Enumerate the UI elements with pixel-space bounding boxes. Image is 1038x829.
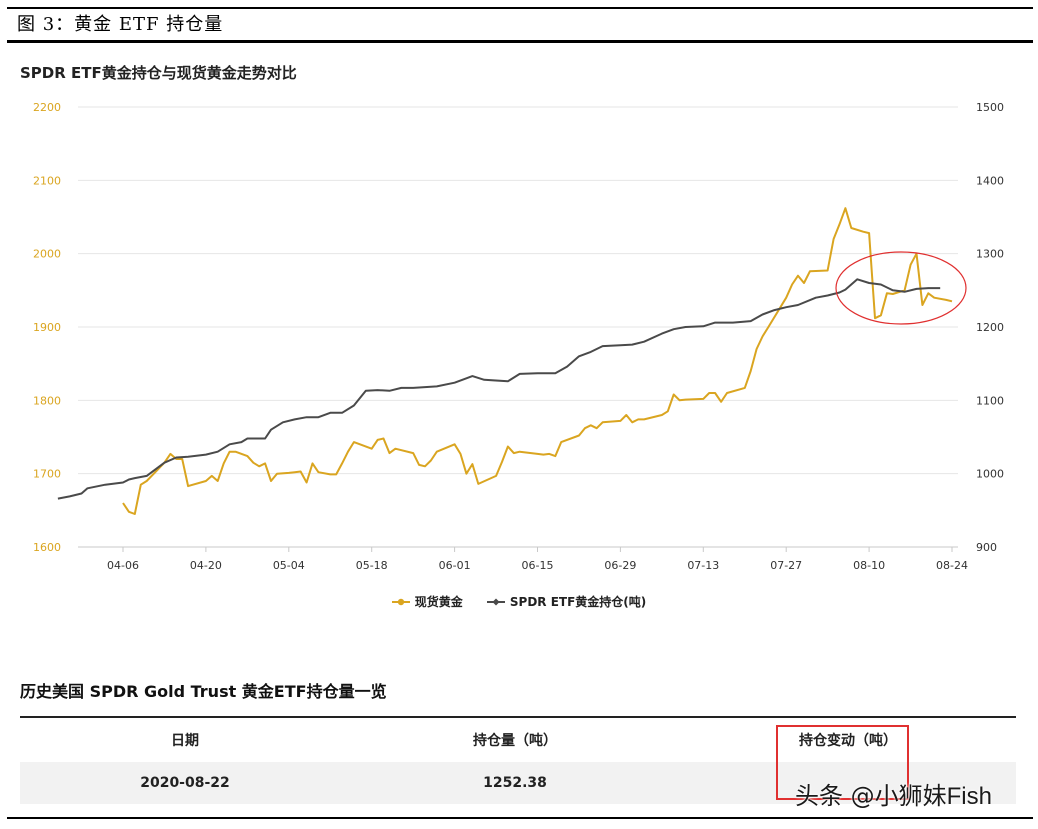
right-axis-tick-label: 1100 xyxy=(976,394,1004,407)
x-axis-tick-label: 08-24 xyxy=(936,559,968,572)
highlight-box xyxy=(776,725,909,800)
legend-item-spdr-holdings: SPDR ETF黄金持仓(吨) xyxy=(486,593,647,610)
right-axis-tick-label: 1000 xyxy=(976,468,1004,481)
x-axis-tick-label: 07-13 xyxy=(687,559,719,572)
legend-label-spot-gold: 现货黄金 xyxy=(414,595,463,609)
x-axis-tick-label: 06-01 xyxy=(439,559,471,572)
watermark-prefix: 头条 @ xyxy=(795,782,875,810)
x-axis-tick-label: 08-10 xyxy=(853,559,885,572)
chart-legend: 现货黄金 SPDR ETF黄金持仓(吨) xyxy=(0,593,1038,610)
left-axis-tick-label: 2200 xyxy=(33,101,61,114)
bottom-rule xyxy=(7,817,1033,819)
watermark: 头条 @小狮妹Fish xyxy=(795,776,992,811)
legend-item-spot-gold: 现货黄金 xyxy=(391,593,463,610)
highlight-ellipse xyxy=(835,251,967,325)
left-axis-tick-label: 1700 xyxy=(33,468,61,481)
legend-label-spdr-holdings: SPDR ETF黄金持仓(吨) xyxy=(509,595,647,609)
legend-marker-gold-icon xyxy=(391,598,410,605)
table-row: 2020-08-22 1252.38 xyxy=(20,762,1016,804)
x-axis-tick-label: 06-15 xyxy=(522,559,554,572)
caption-rule xyxy=(7,40,1033,43)
holdings-table: 日期 持仓量（吨） 持仓变动（吨） 2020-08-22 1252.38 xyxy=(20,716,1016,804)
left-axis-tick-label: 2000 xyxy=(33,248,61,261)
right-axis-tick-label: 1500 xyxy=(976,101,1004,114)
right-axis-tick-label: 900 xyxy=(976,541,997,554)
table-title: 历史美国 SPDR Gold Trust 黄金ETF持仓量一览 xyxy=(20,682,387,701)
cell-date: 2020-08-22 xyxy=(140,775,230,791)
x-axis-tick-label: 06-29 xyxy=(604,559,636,572)
left-axis-tick-label: 1600 xyxy=(33,541,61,554)
top-rule xyxy=(7,7,1033,9)
chart-title: SPDR ETF黄金持仓与现货黄金走势对比 xyxy=(20,64,297,82)
x-axis-tick-label: 07-27 xyxy=(770,559,802,572)
cell-holdings: 1252.38 xyxy=(483,775,547,791)
series-line-spot-gold xyxy=(122,207,953,515)
x-axis-tick-label: 04-20 xyxy=(190,559,222,572)
figure-caption: 图 3：黄金 ETF 持仓量 xyxy=(17,14,224,35)
watermark-handle: 小狮妹Fish xyxy=(874,783,992,810)
right-axis-tick-label: 1400 xyxy=(976,174,1004,187)
left-axis-tick-label: 1800 xyxy=(33,394,61,407)
legend-marker-holdings-icon xyxy=(486,598,505,605)
left-axis-tick-label: 1900 xyxy=(33,321,61,334)
x-axis-tick-label: 05-18 xyxy=(356,559,388,572)
dual-axis-line-chart: 1600 1700 1800 1900 2000 2100 2200 900 1000 1100 1… xyxy=(33,101,1004,572)
right-axis-tick-label: 1300 xyxy=(976,248,1004,261)
x-axis-tick-label: 04-06 xyxy=(107,559,139,572)
x-axis-tick-label: 05-04 xyxy=(273,559,305,572)
table-header-row: 日期 持仓量（吨） 持仓变动（吨） xyxy=(20,718,1016,762)
series-line-spdr-holdings xyxy=(57,278,941,500)
right-axis-tick-label: 1200 xyxy=(976,321,1004,334)
left-axis-tick-label: 2100 xyxy=(33,174,61,187)
header-change: 持仓变动（吨） xyxy=(799,733,897,749)
header-date: 日期 xyxy=(171,733,199,749)
header-holdings: 持仓量（吨） xyxy=(473,733,557,749)
